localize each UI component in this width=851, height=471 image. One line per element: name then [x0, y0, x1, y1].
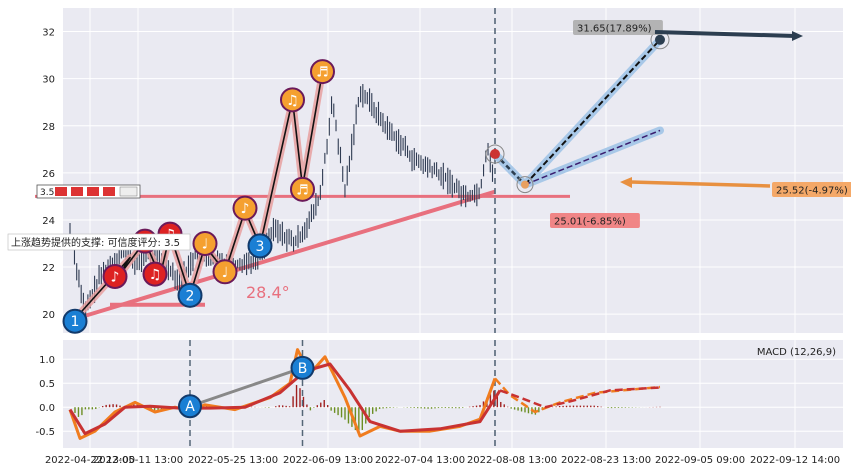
- support-line: [74, 189, 496, 321]
- price-marker: [247, 233, 273, 259]
- macd-marker-label: A: [185, 399, 195, 415]
- price-marker-label: ♩: [222, 265, 229, 281]
- projection-path-lower: [524, 129, 661, 186]
- price-marker: [290, 176, 315, 202]
- price-marker-label: 1: [71, 314, 80, 330]
- macd-title: MACD (12,26,9): [757, 347, 836, 358]
- price-marker: [212, 259, 238, 285]
- price-label: 31.65(17.89%): [577, 24, 652, 35]
- price-marker-label: ♫: [149, 267, 162, 283]
- x-tick-label: 2022-09-12 14:00: [750, 455, 840, 466]
- price-label-box: [573, 20, 663, 35]
- price-marker-label: ♩: [202, 237, 209, 253]
- price-label-box: [550, 213, 640, 228]
- x-tick-label: 2022-08-08 13:00: [467, 455, 557, 466]
- price-marker-label: ♫: [286, 93, 299, 109]
- price-label: 25.01(-6.85%): [554, 217, 626, 228]
- projection-origin-point: [490, 149, 500, 160]
- price-label: 25.52(-4.97%): [776, 186, 848, 197]
- pivot-arrow-head: [620, 177, 632, 188]
- price-y-tick-label: 30: [42, 75, 55, 86]
- pivot-arrow: [629, 180, 771, 188]
- macd-marker: [178, 394, 202, 419]
- projection-origin-ring: [485, 144, 505, 164]
- x-tick-label: 2022-04-22 13:00: [45, 455, 135, 466]
- price-y-tick-label: 22: [42, 263, 55, 274]
- target-point: [655, 34, 665, 45]
- price-marker-label: ♪: [111, 269, 120, 285]
- x-tick-label: 2022-06-09 13:00: [283, 455, 373, 466]
- price-marker: [177, 282, 203, 308]
- price-label-box: [772, 182, 851, 197]
- support-annotation: 上涨趋势提供的支撑: 可信度评分: 3.5: [7, 233, 191, 251]
- price-marker-label: 2: [186, 288, 195, 304]
- resistance-box-text: 3.5: [40, 188, 54, 198]
- dea-projection: [499, 386, 661, 409]
- price-y-tick-label: 26: [42, 169, 55, 180]
- x-tick-label: 2022-09-05 09:00: [655, 455, 745, 466]
- price-marker: [232, 195, 258, 221]
- dea-line: [68, 362, 502, 436]
- price-marker: [62, 308, 88, 334]
- divergence-line: [189, 366, 303, 408]
- x-tick-label: 2022-05-11 13:00: [93, 455, 183, 466]
- projection-pivot-ring: [516, 176, 534, 194]
- price-marker-label: ♬: [296, 182, 309, 198]
- price-marker: [310, 59, 335, 85]
- price-marker: [280, 87, 305, 113]
- price-marker-label: ♪: [241, 201, 250, 217]
- x-tick-label: 2022-08-23 13:00: [561, 455, 651, 466]
- macd-y-tick-label: 0.0: [39, 403, 55, 414]
- macd-marker: [290, 355, 315, 380]
- x-tick-label: 2022-07-04 13:00: [375, 455, 465, 466]
- price-y-tick-label: 28: [42, 122, 55, 133]
- projection-path-start: [494, 153, 526, 186]
- target-arrow-head: [792, 31, 803, 41]
- angle-label: 28.4°: [246, 283, 290, 302]
- price-marker: [192, 231, 218, 257]
- price-marker-label: 3: [256, 239, 265, 255]
- projection-pivot-point: [521, 180, 529, 189]
- support-text: 上涨趋势提供的支撑: 可信度评分: 3.5: [11, 236, 180, 249]
- macd-y-tick-label: -0.5: [35, 427, 55, 438]
- price-marker-label: ♬: [316, 65, 329, 81]
- price-y-tick-label: 32: [42, 28, 55, 39]
- macd-y-tick-label: 0.5: [39, 379, 55, 390]
- price-marker: [102, 263, 128, 289]
- target-arrow: [654, 30, 796, 38]
- projection-path-upper: [524, 39, 661, 186]
- price-marker: [142, 261, 168, 287]
- resistance-box: 3.5: [36, 184, 141, 199]
- macd-panel: [63, 340, 843, 448]
- price-y-tick-label: 20: [42, 310, 55, 321]
- x-tick-label: 2022-05-25 13:00: [188, 455, 278, 466]
- macd-marker-label: B: [298, 361, 308, 377]
- price-y-tick-label: 24: [42, 216, 55, 227]
- macd-y-tick-label: 1.0: [39, 355, 55, 366]
